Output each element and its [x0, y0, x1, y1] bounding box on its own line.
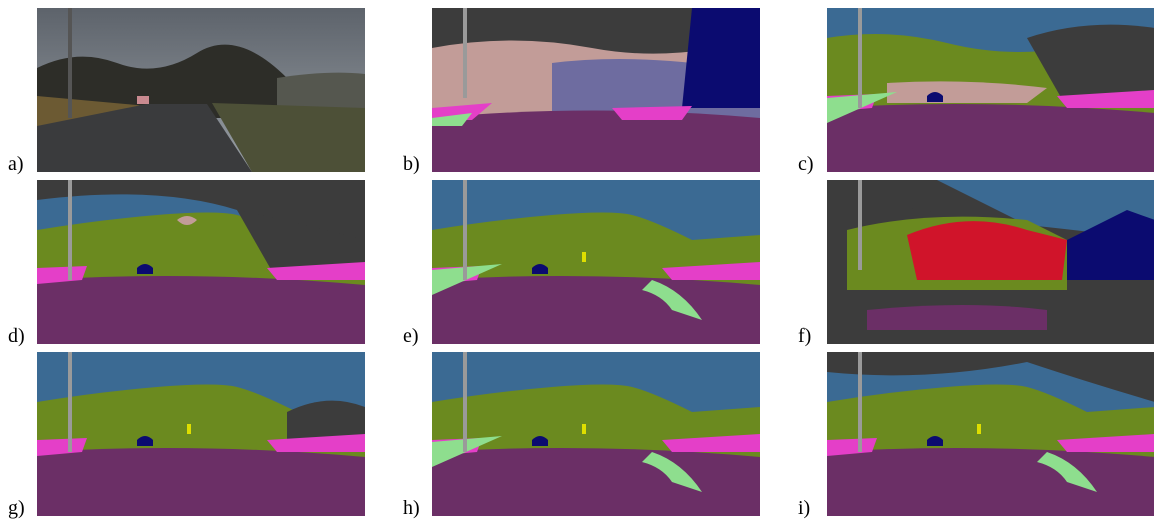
region [682, 8, 760, 108]
image-panel [827, 8, 1154, 172]
panel-label: b) [403, 153, 420, 175]
panel-label: f) [798, 325, 811, 347]
pole [858, 352, 862, 452]
road [827, 104, 1154, 172]
pole [463, 8, 467, 98]
image-panel [432, 8, 760, 172]
image-panel [37, 352, 365, 516]
panel-label: a) [8, 153, 24, 175]
road [432, 276, 760, 344]
pole [463, 180, 467, 280]
side [612, 106, 692, 120]
road [827, 448, 1154, 516]
image-panel [37, 8, 365, 172]
image-panel [432, 352, 760, 516]
pole [858, 8, 862, 108]
pole [68, 8, 72, 118]
image-panel [432, 180, 760, 344]
road [432, 111, 760, 173]
sign [582, 424, 586, 434]
pole [68, 180, 72, 280]
panel-label: i) [798, 497, 810, 519]
figure: a) b) c) d) e) f) g) h) i) [0, 0, 1154, 522]
pole [463, 352, 467, 452]
image-panel [827, 180, 1154, 344]
road [432, 448, 760, 516]
hill [277, 73, 365, 108]
panel-label: g) [8, 497, 25, 519]
pole [68, 352, 72, 452]
panel-label: h) [403, 497, 420, 519]
sign [977, 424, 981, 434]
sign [582, 252, 586, 262]
road [37, 448, 365, 516]
road [37, 276, 365, 344]
road [867, 305, 1047, 330]
panel-label: c) [798, 153, 814, 175]
sign [187, 424, 191, 434]
image-panel [827, 352, 1154, 516]
panel-label: d) [8, 325, 25, 347]
panel-label: e) [403, 325, 419, 347]
image-panel [37, 180, 365, 344]
pole [858, 180, 862, 270]
car [137, 96, 149, 104]
